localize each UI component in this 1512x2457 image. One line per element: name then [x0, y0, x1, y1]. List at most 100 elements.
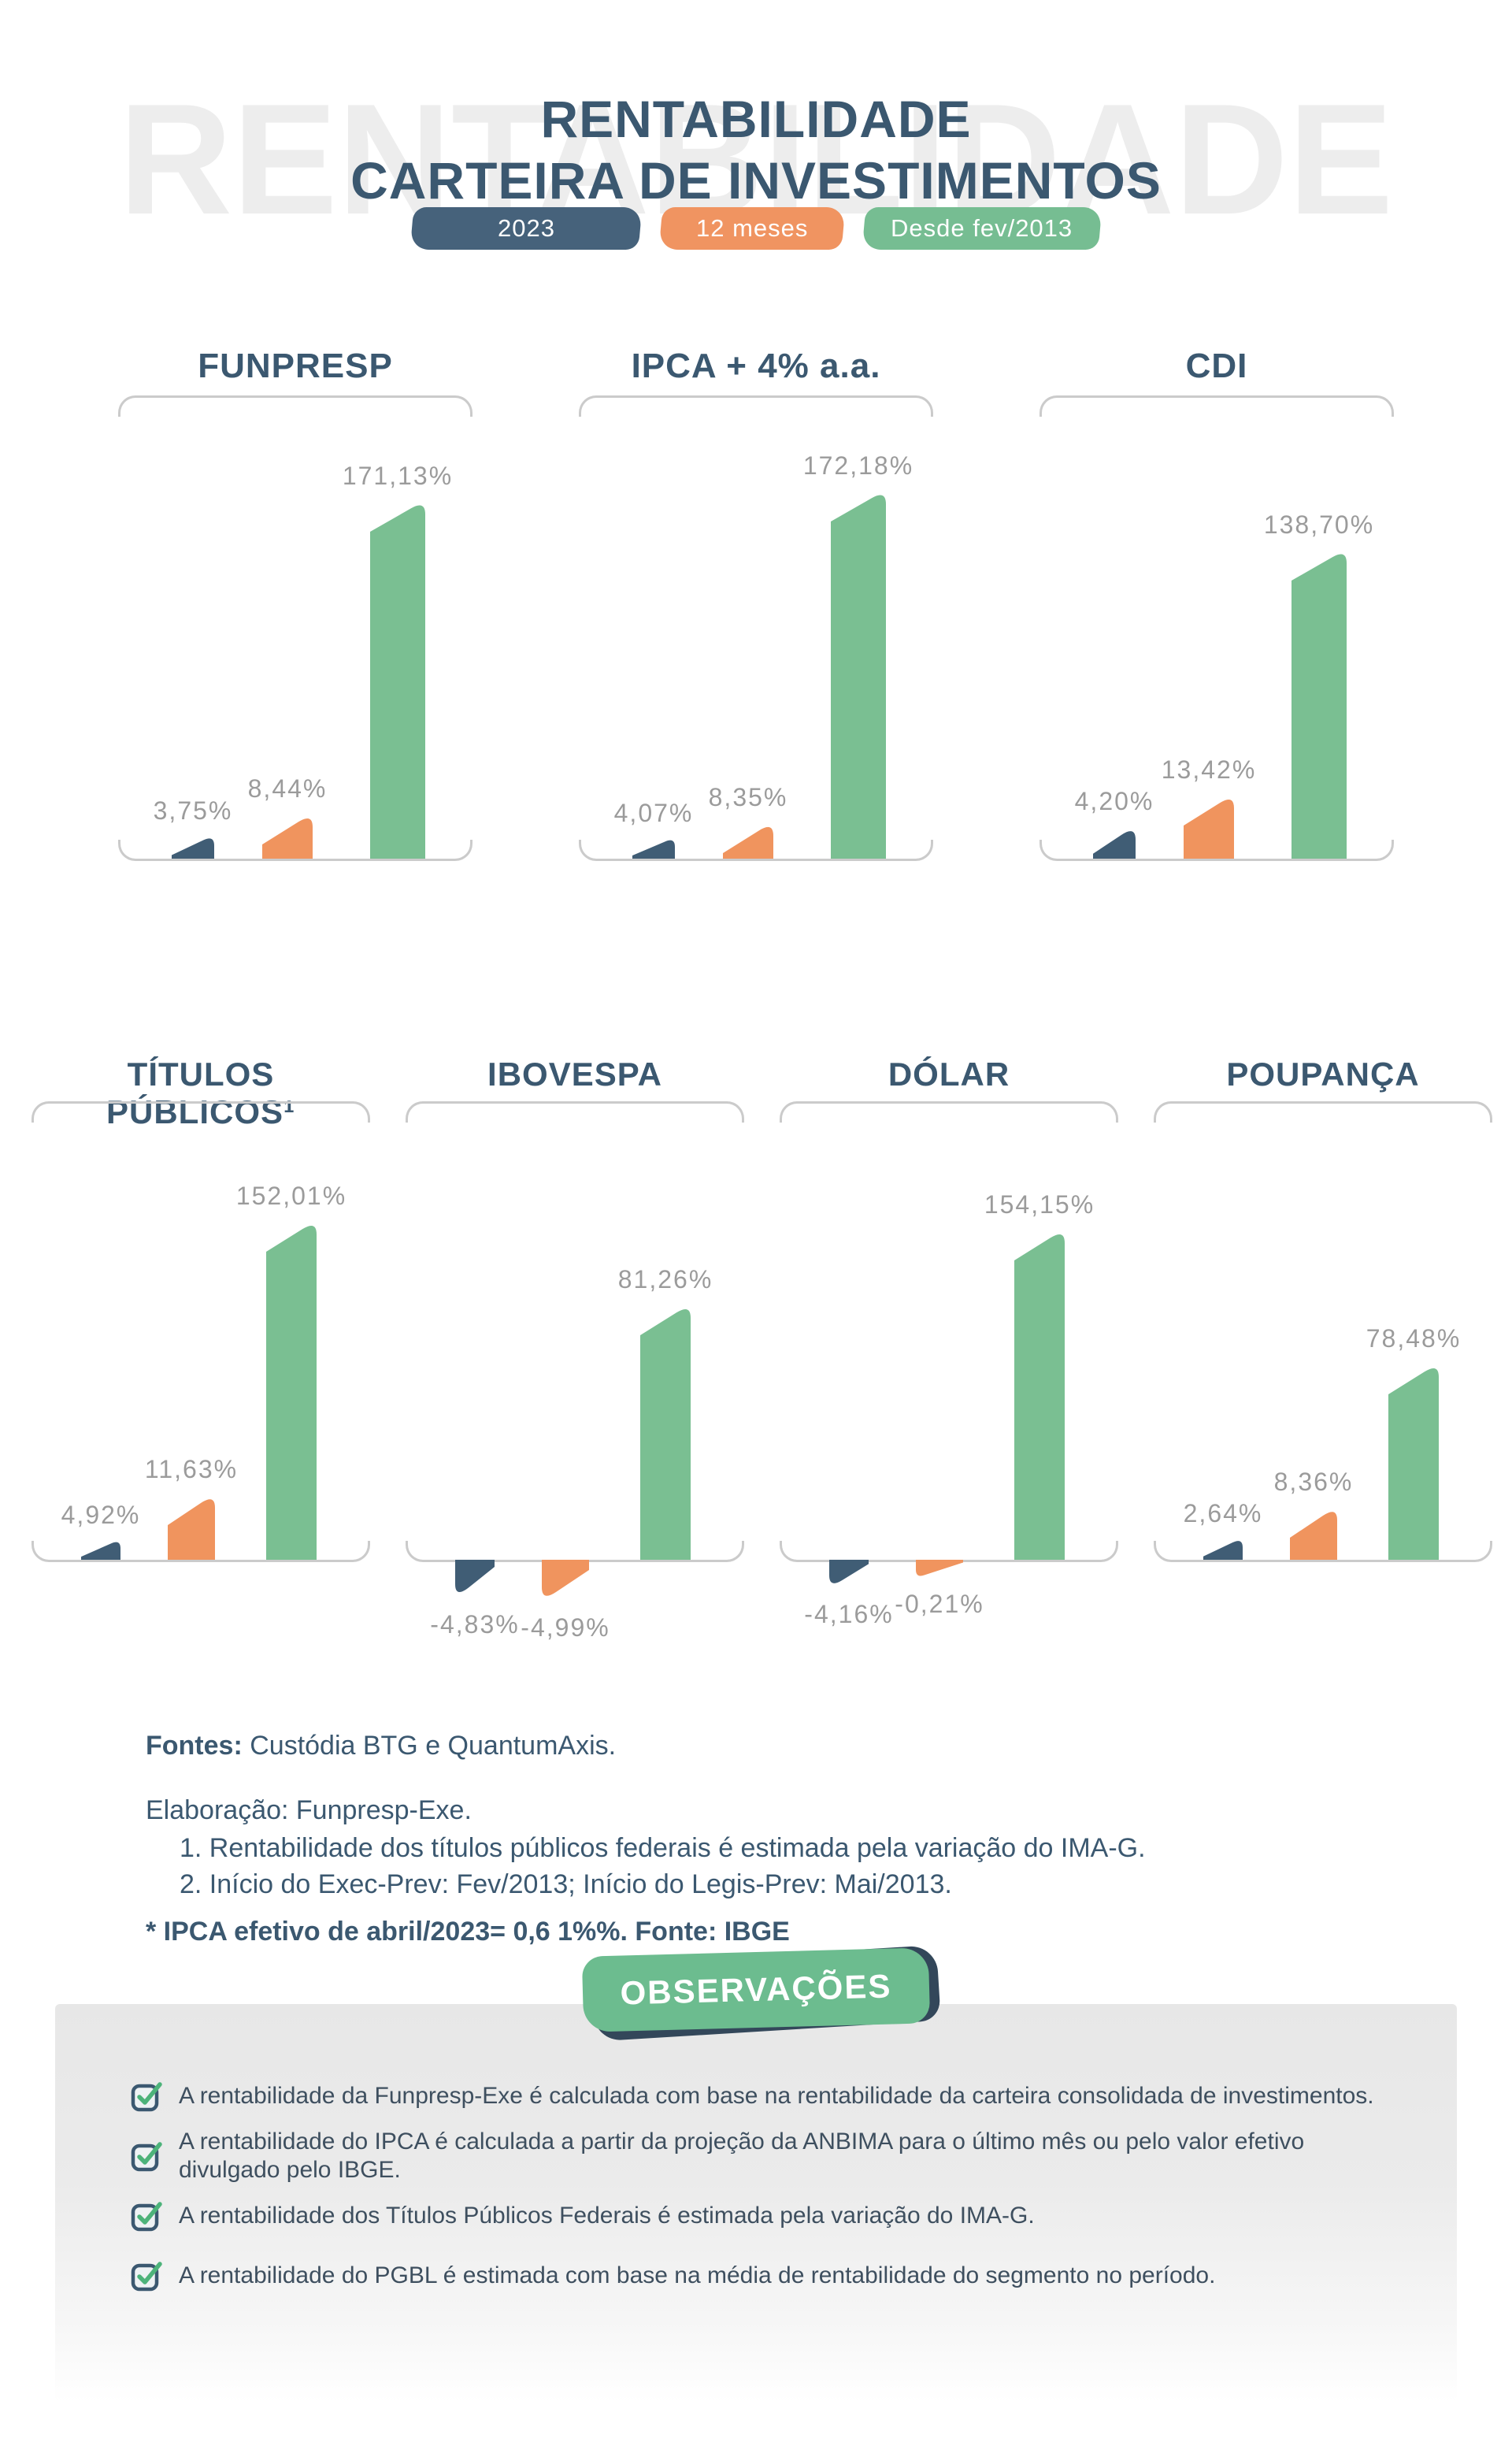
header: RENTABILIDADE CARTEIRA DE INVESTIMENTOS: [0, 88, 1512, 211]
bar-value-label: 4,20%: [1075, 787, 1154, 815]
bar-2023: [632, 840, 675, 859]
panel-top-bracket: [118, 395, 472, 417]
bar-desde-fev-2013: [640, 1308, 691, 1560]
check-icon: [131, 2142, 162, 2172]
bar-value-label: 152,01%: [236, 1182, 346, 1210]
panel-bars-canvas: 2,64% 8,36% 78,48%: [1184, 1324, 1462, 1560]
bar-value-label: 2,64%: [1184, 1499, 1263, 1527]
legend-pill-label: 2023: [497, 214, 555, 242]
panel-top-bracket: [32, 1101, 370, 1123]
observation-item: A rentabilidade do PGBL é estimada com b…: [130, 2259, 1406, 2292]
bar-12-meses: [723, 826, 773, 859]
bar-value-label: 171,13%: [343, 462, 453, 490]
bar-2023: [829, 1560, 869, 1583]
panel-bars-canvas: -4,83% -4,99% 81,26%: [430, 1265, 713, 1642]
page-title-line-1: RENTABILIDADE: [540, 90, 972, 148]
panel-bars-canvas: -4,16% -0,21% 154,15%: [804, 1190, 1095, 1628]
panel-top-bracket: [1040, 395, 1394, 417]
bar-12-meses: [542, 1560, 589, 1596]
chart-panel-funpresp: FUNPRESP 3,75% 8,44% 171,13%: [118, 347, 472, 985]
bar-value-label: -0,21%: [895, 1590, 984, 1618]
check-icon: [131, 2082, 162, 2112]
legend-pill-2023: 2023: [410, 207, 643, 250]
legend-pill-label: Desde fev/2013: [891, 214, 1073, 242]
bar-desde-fev-2013: [1388, 1368, 1439, 1560]
bar-value-label: 8,36%: [1274, 1468, 1354, 1496]
observation-text: A rentabilidade do PGBL é estimada com b…: [179, 2262, 1216, 2288]
bar-desde-fev-2013: [1292, 554, 1347, 859]
observation-item: A rentabilidade do IPCA é calculada a pa…: [130, 2129, 1406, 2183]
chart-panel-t-tulos-p-blicos-: TÍTULOS PÚBLICOS¹ 4,92% 11,63% 152,01%: [32, 1056, 370, 1686]
bar-value-label: 8,35%: [709, 783, 788, 811]
legend-pill-label: 12 meses: [695, 214, 809, 242]
bar-12-meses: [262, 818, 313, 859]
bar-12-meses: [916, 1560, 963, 1576]
legend-pill-desde-fev-2013: Desde fev/2013: [862, 207, 1102, 250]
chart-panel-title: IPCA + 4% a.a.: [631, 347, 881, 385]
bar-value-label: 11,63%: [145, 1455, 238, 1483]
bar-value-label: 81,26%: [618, 1265, 713, 1293]
note-ipca: * IPCA efetivo de abril/2023= 0,6 1%%. F…: [146, 1917, 790, 1947]
bar-value-label: -4,16%: [804, 1600, 893, 1628]
check-icon: [131, 2202, 162, 2232]
bar-12-meses: [168, 1499, 215, 1560]
panel-bars-canvas: 4,20% 13,42% 138,70%: [1075, 510, 1374, 859]
note-fontes: Fontes: Custódia BTG e QuantumAxis.: [146, 1730, 616, 1761]
note-fontes-text: Custódia BTG e QuantumAxis.: [242, 1731, 617, 1761]
bar-2023: [81, 1542, 120, 1560]
bar-desde-fev-2013: [266, 1225, 317, 1560]
note-item-2: 2. Início do Exec-Prev: Fev/2013; Início…: [180, 1869, 952, 1899]
bar-2023: [172, 838, 214, 859]
observation-item: A rentabilidade da Funpresp-Exe é calcul…: [130, 2080, 1406, 2113]
bar-12-meses: [1290, 1512, 1337, 1560]
observation-text: A rentabilidade da Funpresp-Exe é calcul…: [179, 2083, 1374, 2109]
observations-list: A rentabilidade da Funpresp-Exe é calcul…: [130, 2080, 1406, 2319]
observation-text: A rentabilidade dos Títulos Públicos Fed…: [179, 2203, 1035, 2229]
bar-desde-fev-2013: [370, 505, 425, 859]
bar-value-label: 4,07%: [614, 799, 694, 827]
panel-bars-canvas: 4,07% 8,35% 172,18%: [614, 451, 914, 859]
panel-top-bracket: [579, 395, 933, 417]
bar-value-label: -4,99%: [521, 1613, 610, 1642]
observation-text: A rentabilidade do IPCA é calculada a pa…: [179, 2129, 1305, 2183]
bar-value-label: -4,83%: [430, 1610, 519, 1639]
bar-value-label: 4,92%: [61, 1501, 141, 1529]
observations-panel: [55, 2004, 1457, 2402]
bar-value-label: 13,42%: [1162, 755, 1257, 784]
chart-panel-title: FUNPRESP: [198, 347, 393, 385]
chart-panel-title: TÍTULOS PÚBLICOS¹: [106, 1056, 295, 1130]
observations-badge: OBSERVAÇÕES: [581, 1944, 941, 2042]
page-title-line-2: CARTEIRA DE INVESTIMENTOS: [350, 151, 1162, 210]
observations-badge-face: OBSERVAÇÕES: [581, 1947, 931, 2032]
bar-2023: [1093, 831, 1136, 859]
bar-desde-fev-2013: [1014, 1234, 1065, 1560]
panel-top-bracket: [406, 1101, 744, 1123]
note-fontes-label: Fontes:: [146, 1731, 243, 1761]
bar-value-label: 154,15%: [984, 1190, 1095, 1219]
chart-panel-ipca-4-a-a-: IPCA + 4% a.a. 4,07% 8,35% 172,18%: [579, 347, 933, 985]
bar-value-label: 8,44%: [248, 774, 328, 803]
panel-top-bracket: [780, 1101, 1118, 1123]
chart-panel-poupan-a: POUPANÇA 2,64% 8,36% 78,48%: [1154, 1056, 1492, 1686]
panel-bars-canvas: 3,75% 8,44% 171,13%: [154, 462, 453, 859]
panel-top-bracket: [1154, 1101, 1492, 1123]
chart-panel-ibovespa: IBOVESPA -4,83% -4,99% 81,26%: [406, 1056, 744, 1686]
chart-panel-d-lar: DÓLAR -4,16% -0,21% 154,15%: [780, 1056, 1118, 1686]
bar-value-label: 78,48%: [1366, 1324, 1462, 1353]
legend: 2023 12 meses Desde fev/2013: [0, 207, 1512, 250]
bar-value-label: 138,70%: [1264, 510, 1374, 539]
chart-panel-cdi: CDI 4,20% 13,42% 138,70%: [1040, 347, 1394, 985]
bar-value-label: 172,18%: [803, 451, 914, 480]
bar-2023: [455, 1560, 495, 1592]
check-icon: [131, 2262, 162, 2292]
bar-2023: [1203, 1541, 1243, 1560]
chart-panel-title: IBOVESPA: [487, 1056, 662, 1093]
bar-value-label: 3,75%: [154, 796, 233, 825]
legend-pill-12-meses: 12 meses: [658, 207, 846, 250]
observation-item: A rentabilidade dos Títulos Públicos Fed…: [130, 2199, 1406, 2232]
observations-badge-label: OBSERVAÇÕES: [619, 1967, 892, 2012]
chart-panel-title: POUPANÇA: [1226, 1056, 1420, 1093]
note-elaboracao: Elaboração: Funpresp-Exe.: [146, 1795, 472, 1825]
note-item-1: 1. Rentabilidade dos títulos públicos fe…: [180, 1833, 1146, 1863]
